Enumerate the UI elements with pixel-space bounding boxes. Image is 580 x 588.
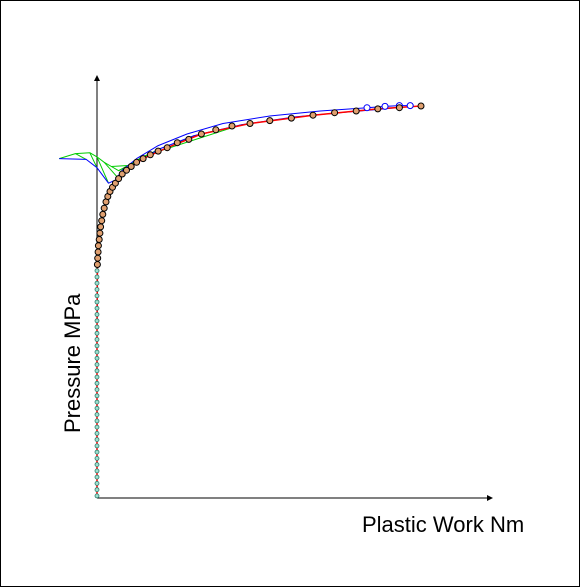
data-point-marker: [246, 120, 254, 127]
data-point-marker: [94, 405, 100, 411]
upper-envelope-curve: [96, 105, 411, 498]
data-point-marker: [163, 144, 171, 152]
data-point-marker: [94, 312, 100, 317]
data-point-marker: [94, 424, 100, 430]
upper-envelope-marker: [363, 104, 371, 112]
axes: [94, 75, 493, 501]
data-point-marker: [352, 107, 360, 115]
data-point-marker: [94, 293, 100, 299]
data-point-marker: [154, 147, 162, 155]
fitted-curve: [96, 105, 422, 498]
x-axis-label: Plastic Work Nm: [362, 512, 524, 537]
curve-layer: [59, 105, 422, 498]
data-point-marker: [94, 487, 100, 493]
data-point-marker: [395, 104, 403, 112]
data-point-marker: [127, 163, 135, 170]
data-point-marker: [94, 254, 102, 262]
data-point-marker: [185, 135, 193, 143]
upper-envelope-marker: [381, 102, 389, 110]
data-point-marker: [417, 102, 425, 110]
data-point-marker: [94, 380, 100, 386]
data-point-marker: [94, 468, 100, 474]
data-point-marker: [123, 166, 130, 174]
data-point-marker: [94, 368, 100, 374]
band-hatch-line: [75, 153, 87, 160]
y-axis-arrowhead: [94, 75, 100, 81]
data-point-marker: [197, 130, 205, 138]
data-point-marker: [94, 318, 100, 324]
data-point-marker: [94, 455, 100, 461]
data-point-marker: [94, 242, 102, 250]
data-point-marker: [94, 418, 100, 424]
data-point-marker: [94, 393, 100, 399]
data-point-marker: [94, 493, 100, 499]
data-point-marker: [94, 337, 100, 342]
data-point-marker: [94, 299, 100, 305]
data-point-marker: [94, 387, 100, 393]
data-point-marker: [94, 305, 100, 311]
data-point-marker: [93, 261, 101, 268]
data-point-marker: [266, 117, 274, 125]
data-point-marker: [212, 126, 220, 134]
data-point-marker: [94, 248, 102, 256]
data-point-marker: [94, 437, 100, 443]
data-point-marker: [94, 280, 100, 286]
data-point-marker: [94, 330, 100, 336]
data-point-marker: [228, 122, 236, 130]
data-point-marker: [331, 109, 339, 117]
data-point-marker: [374, 105, 382, 113]
data-point-marker: [100, 204, 108, 212]
data-point-marker: [118, 170, 126, 178]
data-point-marker: [139, 155, 147, 163]
data-point-marker: [99, 210, 107, 218]
data-point-marker: [98, 217, 106, 225]
data-point-marker: [94, 430, 100, 436]
data-point-marker: [94, 324, 100, 330]
y-axis-label: Pressure MPa: [60, 293, 85, 433]
data-point-marker: [97, 223, 105, 231]
band-hatch-line: [89, 152, 98, 168]
data-point-marker: [94, 343, 100, 349]
data-point-marker: [115, 175, 123, 183]
data-point-marker: [94, 287, 100, 292]
data-point-marker: [94, 480, 100, 486]
data-point-marker: [94, 474, 100, 480]
x-axis-arrowhead: [487, 495, 493, 501]
data-point-marker: [94, 449, 100, 455]
upper-envelope-marker: [406, 102, 414, 110]
data-point-marker: [94, 268, 100, 274]
data-point-marker: [94, 274, 100, 280]
data-point-marker: [94, 462, 100, 468]
data-point-marker: [94, 349, 100, 355]
data-point-marker: [111, 179, 119, 187]
data-point-marker: [133, 158, 141, 166]
marker-layer: [93, 102, 425, 499]
data-point-marker: [94, 412, 100, 418]
band-hatch-line: [103, 161, 119, 179]
data-point-marker: [173, 139, 181, 147]
lower-envelope-curve: [59, 106, 404, 184]
data-point-marker: [309, 111, 317, 119]
data-point-marker: [146, 151, 154, 159]
data-point-marker: [94, 399, 100, 405]
data-point-marker: [95, 236, 103, 243]
data-point-marker: [94, 355, 100, 361]
band-hatch-line: [96, 156, 109, 184]
data-point-marker: [287, 114, 295, 122]
data-point-marker: [94, 362, 100, 368]
data-point-marker: [96, 229, 104, 237]
data-point-marker: [94, 443, 100, 449]
data-point-marker: [94, 374, 100, 380]
